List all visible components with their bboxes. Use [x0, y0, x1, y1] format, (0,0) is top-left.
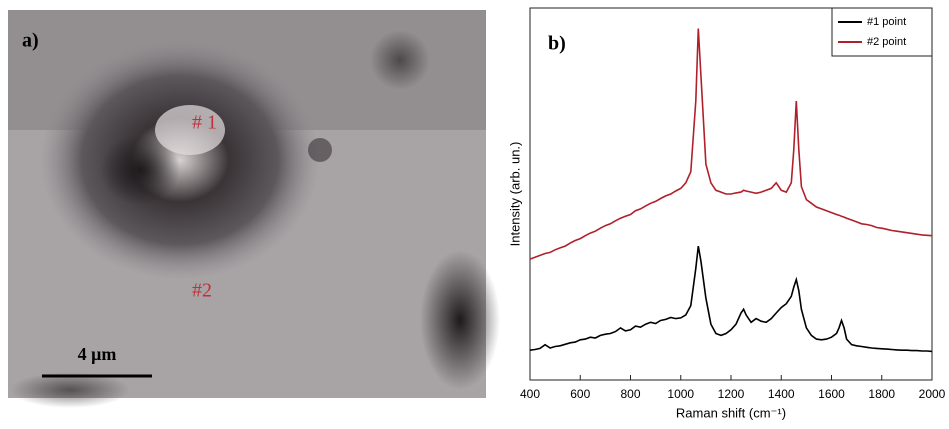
x-tick-label: 400 — [520, 387, 540, 401]
x-axis-label: Raman shift (cm⁻¹) — [676, 405, 786, 420]
x-tick-label: 2000 — [919, 387, 946, 401]
x-tick-label: 1600 — [818, 387, 845, 401]
legend-label: #2 point — [867, 36, 906, 48]
panel-label: a) — [22, 30, 39, 52]
x-tick-label: 1200 — [718, 387, 745, 401]
raman-chart: b) Raman shift (cm⁻¹) Intensity (arb. un… — [507, 7, 946, 420]
panel-label: b) — [548, 33, 566, 55]
micrograph — [8, 10, 500, 408]
legend-label: #1 point — [867, 16, 906, 28]
legend-box — [831, 7, 933, 57]
spectrum-line — [529, 245, 933, 353]
x-tick-label: 600 — [570, 387, 590, 401]
x-tick-label: 1400 — [768, 387, 795, 401]
x-tick-label: 1800 — [868, 387, 895, 401]
spectrum-line — [529, 28, 933, 260]
y-axis-label: Intensity (arb. un.) — [507, 142, 522, 247]
x-tick-label: 800 — [620, 387, 640, 401]
point-marker: #2 — [192, 280, 212, 302]
point-marker: # 1 — [192, 112, 217, 134]
scale-bar-label: 4 μm — [78, 344, 117, 364]
x-tick-label: 1000 — [667, 387, 694, 401]
